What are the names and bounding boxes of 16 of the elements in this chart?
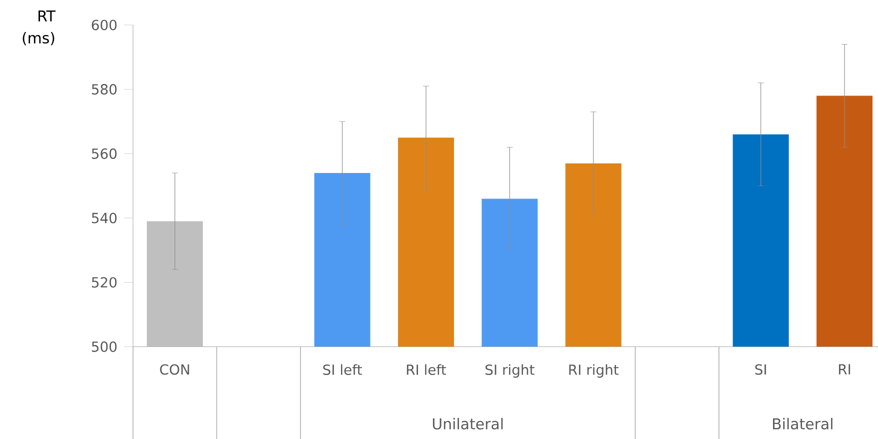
x-tick-label: SI right [486,364,534,378]
y-tick-label: 500 [92,341,117,352]
x-tick-label: SI left [323,364,362,375]
x-tick-label: SI [755,364,766,375]
text: Bilateral [773,418,832,430]
x-tick-label: CON [160,364,190,375]
y-axis-title: RT (ms) [22,10,56,46]
y-tick-label: 540 [92,212,117,224]
y-tick-label: 580 [92,84,117,95]
x-tick-label: RI left [406,364,446,375]
text: Unilateral [432,418,503,430]
y-tick-label: 520 [92,277,117,288]
x-tick-label: RI right [569,364,619,378]
y-tick-label: 600 [92,20,117,30]
y-tick-label: 560 [92,148,117,159]
x-tick-label: RI [838,364,850,374]
